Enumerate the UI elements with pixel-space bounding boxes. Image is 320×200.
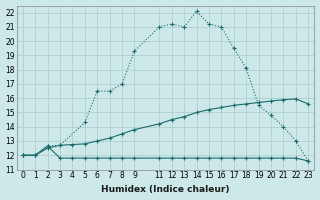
X-axis label: Humidex (Indice chaleur): Humidex (Indice chaleur) [101, 185, 230, 194]
